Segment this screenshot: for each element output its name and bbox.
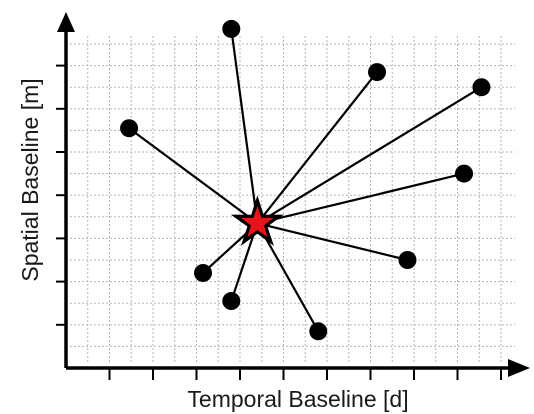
acquisition-point bbox=[309, 322, 328, 341]
x-axis-title: Temporal Baseline [d] bbox=[187, 386, 408, 412]
baseline-link bbox=[257, 172, 465, 225]
grid bbox=[70, 36, 515, 362]
y-axis-arrowhead bbox=[57, 12, 75, 32]
acquisition-point bbox=[455, 164, 474, 183]
acquisition-point bbox=[472, 78, 491, 97]
acquisition-point bbox=[368, 63, 387, 82]
acquisition-point bbox=[222, 19, 241, 38]
reference-star bbox=[241, 206, 274, 237]
axis-ticks bbox=[56, 64, 502, 380]
acquisition-points bbox=[120, 19, 491, 341]
reference-acquisition bbox=[230, 195, 284, 246]
baseline-link bbox=[256, 222, 320, 332]
baseline-link bbox=[257, 222, 408, 262]
baseline-link bbox=[230, 28, 259, 224]
acquisition-point bbox=[120, 119, 139, 138]
axes bbox=[57, 12, 530, 377]
x-axis-arrowhead bbox=[508, 359, 530, 377]
acquisition-point bbox=[194, 263, 213, 282]
acquisition-point bbox=[222, 292, 241, 311]
baseline-link bbox=[128, 127, 259, 225]
acquisition-point bbox=[398, 251, 417, 269]
baseline-link bbox=[256, 86, 482, 225]
baseline-link bbox=[256, 71, 378, 224]
y-axis-title: Spatial Baseline [m] bbox=[17, 78, 43, 281]
